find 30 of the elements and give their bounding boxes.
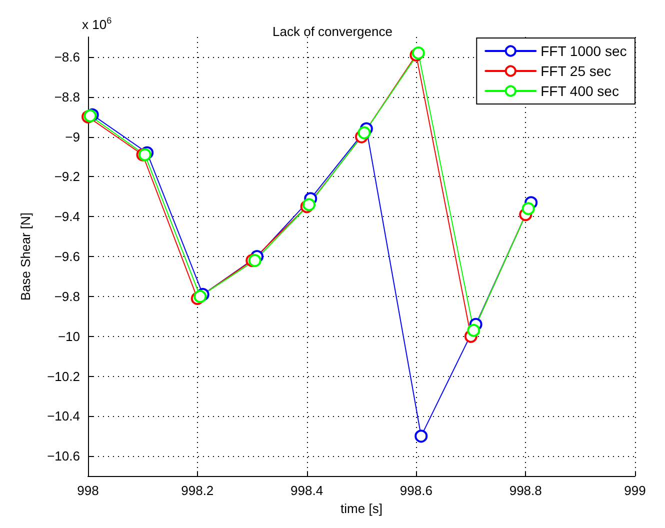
x-tick-label: 998.2 [181, 483, 214, 498]
y-tick-label: −9.4 [54, 209, 80, 224]
y-tick-label: −10 [58, 328, 80, 344]
legend-label: FFT 400 sec [540, 83, 619, 99]
point [522, 202, 535, 216]
x-tick-label: 998.8 [509, 483, 542, 498]
chart-title: Lack of convergence [272, 24, 392, 39]
point [358, 126, 371, 140]
x-tick-label: 998.6 [400, 483, 432, 498]
point [467, 324, 480, 337]
legend-label: FFT 25 sec [540, 63, 612, 79]
point [302, 198, 316, 212]
y-tick-label: −10.4 [47, 408, 80, 424]
x-tick-label: 998 [77, 483, 99, 498]
legend-label: FFT 1000 sec [540, 43, 627, 59]
x-tick-label: 998.4 [290, 483, 324, 498]
y-tick-label: −9 [65, 129, 80, 144]
y-tick-label: −9.6 [54, 249, 80, 264]
y-axis-title: Base Shear [N] [18, 212, 33, 301]
y-tick-label: −9.8 [54, 288, 80, 304]
point [248, 254, 262, 268]
y-tick-label: −9.2 [54, 169, 80, 184]
x-tick-label: 999 [624, 483, 646, 498]
y-tick-label: −10.2 [47, 368, 80, 384]
point [194, 290, 207, 303]
point [414, 430, 428, 443]
y-tick-label: −8.6 [54, 49, 80, 64]
x-axis-title: time [s] [340, 501, 382, 516]
y-tick-label: −10.6 [47, 448, 80, 464]
y-tick-label: −8.8 [54, 89, 80, 104]
